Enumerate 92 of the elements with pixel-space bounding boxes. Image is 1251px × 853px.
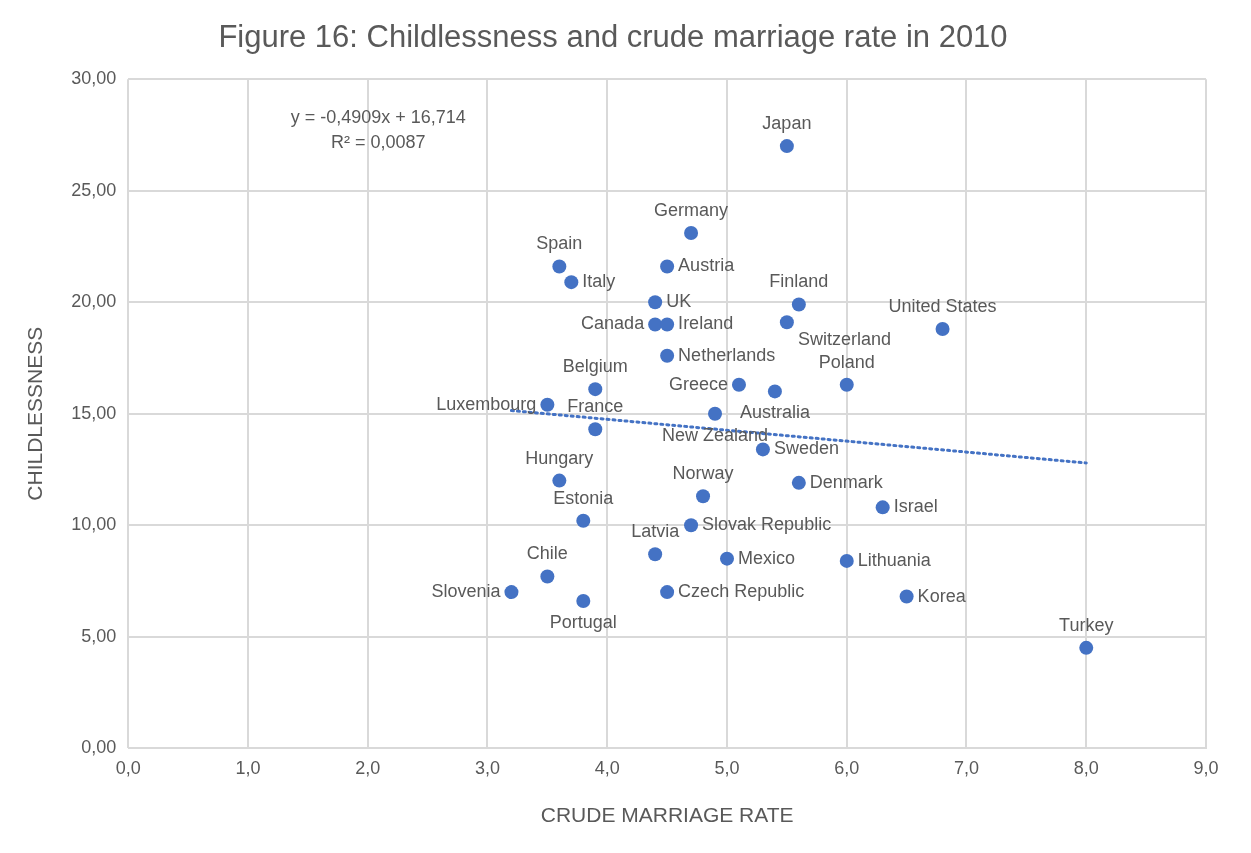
point <box>648 547 663 562</box>
x-tick-label: 6,0 <box>834 757 860 778</box>
point <box>708 406 723 421</box>
x-tick-label: 8,0 <box>1073 757 1099 778</box>
point <box>684 226 699 241</box>
point <box>720 551 734 566</box>
point <box>564 275 579 290</box>
x-tick-label: 4,0 <box>594 757 620 778</box>
x-axis-title: CRUDE MARRIAGE RATE <box>540 803 794 827</box>
annotation: Finland <box>769 271 829 292</box>
annotation: Turkey <box>1059 614 1114 635</box>
annotation: Mexico <box>738 547 796 568</box>
annotation: Luxembourg <box>436 393 537 414</box>
annotation: Japan <box>762 113 812 134</box>
point <box>552 259 567 274</box>
annotation: Ireland <box>678 313 734 334</box>
x-tick-label: 7,0 <box>953 757 980 778</box>
annotation: Estonia <box>553 487 615 508</box>
annotation: Chile <box>526 543 568 564</box>
y-tick-label: 20,00 <box>71 291 117 312</box>
y-tick-label: 5,00 <box>81 625 117 646</box>
annotation: Canada <box>581 313 646 334</box>
x-tick-label: 2,0 <box>355 757 381 778</box>
annotation: Slovak Republic <box>702 514 832 535</box>
point <box>875 500 890 515</box>
point <box>588 382 603 397</box>
annotation: Hungary <box>525 447 594 468</box>
annotation: Germany <box>654 200 729 221</box>
point <box>576 594 591 609</box>
point <box>731 377 746 392</box>
annotation: Austria <box>678 255 736 276</box>
point <box>696 489 711 504</box>
annotation: y = -0,4909x + 16,714 <box>290 107 466 128</box>
annotation: UK <box>666 291 692 312</box>
annotation: New Zealand <box>661 424 769 445</box>
annotation: Israel <box>893 496 938 517</box>
annotation: Portugal <box>549 611 617 632</box>
y-tick-label: 30,00 <box>71 68 117 89</box>
point <box>791 297 806 312</box>
x-tick-label: 0,0 <box>115 757 141 778</box>
y-tick-label: 10,00 <box>71 514 117 535</box>
point <box>540 397 555 412</box>
point <box>684 518 699 533</box>
point <box>660 348 675 363</box>
point <box>839 553 854 568</box>
point <box>767 384 782 399</box>
annotation: Switzerland <box>797 329 891 350</box>
annotation: Latvia <box>631 521 681 542</box>
annotation: Poland <box>818 351 875 372</box>
point <box>779 315 794 330</box>
point <box>839 377 854 392</box>
point <box>899 589 914 604</box>
y-tick-label: 0,00 <box>81 737 117 758</box>
annotation: Belgium <box>562 356 628 377</box>
x-tick-label: 9,0 <box>1193 757 1219 778</box>
x-tick-label: 1,0 <box>235 757 261 778</box>
annotation: Lithuania <box>857 549 932 570</box>
point <box>660 317 675 332</box>
point <box>504 585 519 600</box>
point <box>935 321 950 336</box>
y-axis-title: CHILDLESSNESS <box>23 326 47 501</box>
annotation: United States <box>888 295 997 316</box>
annotation: Sweden <box>773 438 839 459</box>
point <box>1079 640 1094 655</box>
point <box>660 585 675 600</box>
y-tick-label: 15,00 <box>71 402 117 423</box>
point <box>552 473 567 488</box>
annotation: Denmark <box>809 471 884 492</box>
point <box>540 569 555 584</box>
annotation: Korea <box>917 585 967 606</box>
annotation: Italy <box>582 271 616 292</box>
annotation: R² = 0,0087 <box>330 132 426 153</box>
x-tick-label: 5,0 <box>714 757 740 778</box>
point <box>755 442 770 457</box>
point <box>791 475 806 490</box>
annotation: Greece <box>668 373 728 394</box>
point <box>779 139 794 154</box>
annotation: Czech Republic <box>678 581 805 602</box>
annotation: Norway <box>672 463 734 484</box>
annotation: Spain <box>536 233 583 254</box>
point <box>660 259 675 274</box>
x-tick-label: 3,0 <box>474 757 501 778</box>
point <box>588 422 603 437</box>
y-tick-label: 25,00 <box>71 179 117 200</box>
annotation: Slovenia <box>431 581 502 602</box>
point <box>576 513 591 528</box>
point <box>648 295 663 310</box>
annotation: France <box>567 396 624 417</box>
annotation: Australia <box>739 402 811 423</box>
annotation: Netherlands <box>678 344 776 365</box>
chart-title: Figure 16: Childlessness and crude marriage rate in 2010 <box>218 19 1008 55</box>
point <box>648 317 663 332</box>
